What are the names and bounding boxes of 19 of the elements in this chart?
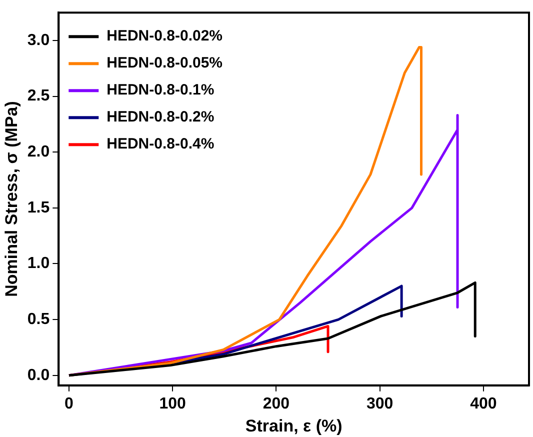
legend-label: HEDN-0.8-0.2%	[106, 108, 214, 126]
legend-label: HEDN-0.8-0.02%	[106, 28, 223, 45]
y-tick-label: 3.0	[27, 32, 50, 49]
legend-label: HEDN-0.8-0.05%	[106, 54, 223, 72]
legend-label: HEDN-0.8-0.4%	[106, 136, 214, 153]
y-tick-label: 2.5	[27, 88, 50, 105]
legend-label: HEDN-0.8-0.1%	[106, 82, 214, 99]
x-tick-label: 400	[470, 395, 497, 412]
x-tick-label: 200	[262, 395, 290, 412]
y-tick-label: 0.5	[27, 310, 50, 328]
y-tick-label: 1.0	[27, 255, 50, 272]
y-tick-label: 1.5	[27, 199, 50, 216]
x-tick-label: 100	[159, 395, 186, 412]
x-tick-label: 0	[64, 395, 74, 412]
x-axis-title: Strain, ε (%)	[245, 416, 342, 436]
y-tick-label: 2.0	[27, 144, 50, 161]
y-axis-title: Nominal Stress, σ (MPa)	[2, 101, 21, 297]
y-tick-label: 0.0	[27, 366, 50, 384]
x-tick-label: 300	[366, 395, 394, 412]
